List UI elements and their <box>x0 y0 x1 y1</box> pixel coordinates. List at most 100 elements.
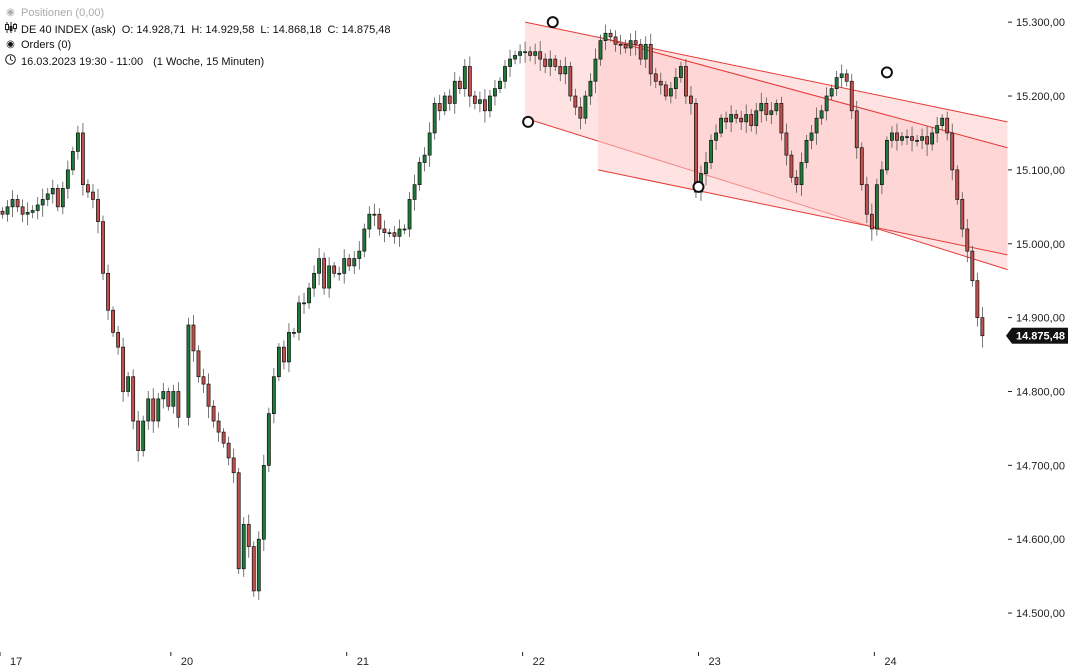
candle-body <box>50 188 55 195</box>
candle-body <box>362 228 367 252</box>
candle-body <box>794 176 799 186</box>
candle-body <box>784 132 789 156</box>
y-tick-label: 14.800,00 <box>1016 386 1065 398</box>
candle-body <box>261 464 266 540</box>
y-tick-label: 14.500,00 <box>1016 608 1065 620</box>
candle-body <box>950 132 955 171</box>
candle-body <box>30 210 35 213</box>
candle-body <box>503 66 507 82</box>
candle-body <box>648 43 653 75</box>
candle-body <box>196 350 201 378</box>
candle-body <box>523 51 528 54</box>
candle-body <box>764 103 769 115</box>
candle-body <box>965 228 970 252</box>
candle-body <box>116 332 120 348</box>
candle-body <box>849 80 854 112</box>
candle-body <box>528 51 533 56</box>
positions-label: Positionen (0,00) <box>21 7 105 19</box>
x-tick-label: 20 <box>181 656 193 668</box>
candle-body <box>302 302 306 305</box>
candle-body <box>583 95 588 119</box>
y-tick-label: 14.900,00 <box>1016 313 1065 325</box>
candle-body <box>312 272 316 289</box>
candle-body <box>271 376 276 414</box>
candle-body <box>256 538 261 592</box>
time-axis: 17 20 21 22 23 24 <box>0 652 897 668</box>
instrument-row[interactable]: DE 40 INDEX (ask) O: 14.928,71 H: 14.929… <box>4 22 397 38</box>
candle-body <box>176 391 181 418</box>
candle-body <box>643 43 648 60</box>
candle-body <box>483 99 487 112</box>
candle-body <box>749 114 754 126</box>
candle-body <box>126 376 131 392</box>
candle-body <box>432 103 437 134</box>
candle-body <box>211 405 216 422</box>
candle-body <box>241 524 246 570</box>
candle-body <box>935 125 940 134</box>
candle-body <box>518 51 522 56</box>
candle-body <box>412 184 417 200</box>
candle-body <box>20 206 25 215</box>
channel-upper-line-2 <box>597 36 1008 149</box>
candle-body <box>714 132 718 141</box>
candle-body <box>779 103 784 134</box>
candle-body <box>332 265 337 274</box>
candles-icon <box>4 22 17 38</box>
ohlc-close: C: 14.875,48 <box>327 24 391 36</box>
candle-body <box>367 213 372 230</box>
candle-body <box>477 99 482 104</box>
candle-body <box>709 139 713 163</box>
candle-body <box>422 154 427 163</box>
candle-body <box>457 80 462 89</box>
candle-body <box>191 324 196 352</box>
candle-body <box>839 73 844 78</box>
candle-body <box>874 184 879 230</box>
orders-row[interactable]: ◉ Orders (0) <box>4 38 71 52</box>
candle-body <box>653 73 658 82</box>
candle-body <box>437 103 442 112</box>
candle-body <box>166 391 171 407</box>
ohlc-high: H: 14.929,58 <box>191 24 255 36</box>
ohlc-low: L: 14.868,18 <box>260 24 322 36</box>
candle-body <box>101 221 105 274</box>
candle-body <box>905 136 909 138</box>
target-icon: ◉ <box>6 39 15 50</box>
y-tick-label: 14.700,00 <box>1016 460 1065 472</box>
clock-icon <box>4 54 17 70</box>
candle-body <box>960 199 965 230</box>
candle-body <box>613 36 618 45</box>
candle-body <box>834 77 839 89</box>
candle-body <box>488 95 492 112</box>
candle-body <box>628 40 633 49</box>
candle-body <box>809 132 814 141</box>
positions-row[interactable]: ◉ Positionen (0,00) <box>4 6 104 20</box>
candle-body <box>282 346 286 363</box>
candle-body <box>377 213 382 230</box>
candle-body <box>201 376 206 385</box>
y-tick-label: 15.000,00 <box>1016 239 1065 251</box>
candle-body <box>563 66 568 75</box>
candle-body <box>156 398 161 422</box>
candle-body <box>829 88 834 97</box>
orders-label: Orders (0) <box>21 39 72 51</box>
candle-body <box>678 66 683 78</box>
candle-body <box>151 398 156 422</box>
candle-body <box>226 442 231 459</box>
pivot-marker <box>522 115 535 128</box>
candle-body <box>161 391 166 400</box>
candle-body <box>70 151 75 171</box>
candle-body <box>598 40 603 60</box>
candle-body <box>266 413 271 466</box>
candle-body <box>734 114 739 119</box>
candle-body <box>900 136 904 141</box>
candle-body <box>442 95 447 112</box>
candle-body <box>970 250 975 282</box>
candle-body <box>25 212 30 215</box>
candle-body <box>729 114 734 123</box>
candle-body <box>60 188 65 208</box>
candle-body <box>206 383 211 407</box>
candle-body <box>508 58 512 67</box>
candle-body <box>417 162 422 186</box>
candle-body <box>111 309 115 333</box>
